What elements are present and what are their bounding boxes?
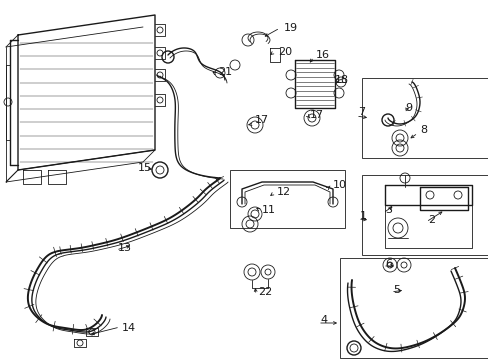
Text: 20: 20: [278, 47, 291, 57]
Text: 8: 8: [419, 125, 426, 135]
Text: 6: 6: [384, 259, 391, 269]
Text: 3: 3: [384, 205, 391, 215]
Text: 2: 2: [427, 215, 434, 225]
Text: 22: 22: [258, 287, 272, 297]
Bar: [361, 78, 488, 158]
Text: 4: 4: [319, 315, 326, 325]
Text: 17: 17: [254, 115, 268, 125]
Text: 21: 21: [218, 67, 232, 77]
Text: 16: 16: [315, 50, 329, 60]
Text: 13: 13: [118, 243, 132, 253]
Text: 5: 5: [392, 285, 399, 295]
Text: 17: 17: [309, 110, 324, 120]
Text: 7: 7: [357, 107, 365, 117]
Text: 10: 10: [332, 180, 346, 190]
Text: 1: 1: [359, 211, 366, 221]
Text: 12: 12: [276, 187, 290, 197]
Text: 14: 14: [122, 323, 136, 333]
Bar: [229, 170, 345, 228]
Text: 15: 15: [138, 163, 152, 173]
Bar: [361, 175, 488, 255]
Text: 9: 9: [404, 103, 411, 113]
Text: 11: 11: [262, 205, 275, 215]
Bar: [339, 258, 488, 358]
Text: 19: 19: [284, 23, 298, 33]
Text: 18: 18: [334, 75, 348, 85]
